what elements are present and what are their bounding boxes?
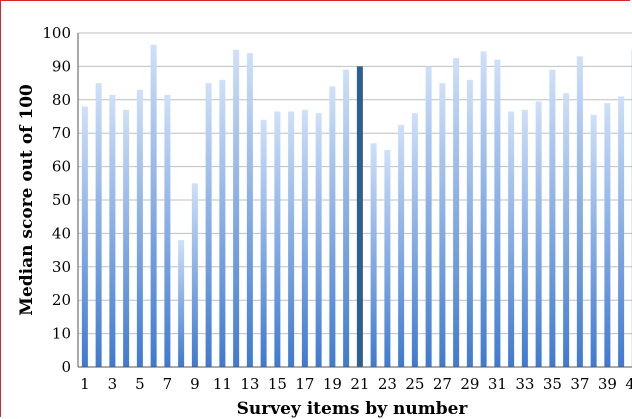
bar-item-19: [329, 86, 336, 367]
y-tick-label: 60: [52, 158, 71, 176]
x-tick-label: 23: [378, 375, 397, 393]
x-tick-label: 35: [543, 375, 562, 393]
y-tick-label: 70: [52, 124, 71, 142]
y-axis-title: Median score out of 100: [17, 84, 37, 316]
bar-item-28: [453, 58, 460, 368]
bar-item-9: [191, 183, 198, 367]
bar-item-16: [288, 111, 295, 368]
y-tick-label: 30: [52, 258, 71, 276]
bar-item-6: [150, 44, 157, 367]
bar-item-34: [535, 101, 542, 367]
y-tick-label: 80: [52, 91, 71, 109]
bar-item-13: [246, 53, 253, 367]
x-tick-label: 41: [625, 375, 632, 393]
x-tick-label: 31: [488, 375, 507, 393]
x-tick-label: 21: [350, 375, 369, 393]
y-tick-label: 50: [52, 191, 71, 209]
x-tick-label: 1: [80, 375, 90, 393]
bar-item-15: [274, 111, 281, 368]
bar-item-12: [233, 49, 240, 367]
bar-item-10: [205, 83, 212, 367]
bar-item-20: [343, 69, 350, 368]
bar-item-26: [425, 66, 432, 368]
x-tick-label: 37: [570, 375, 589, 393]
bar-item-8: [178, 240, 185, 367]
bar-item-33: [521, 109, 528, 367]
bar-item-37: [576, 56, 583, 367]
bar-item-23: [384, 149, 391, 367]
x-axis-title: Survey items by number: [237, 399, 469, 419]
x-tick-label: 39: [598, 375, 617, 393]
x-tick-label: 25: [405, 375, 424, 393]
y-tick-label: 40: [52, 224, 71, 242]
bar-item-39: [604, 103, 611, 367]
x-tick-label: 3: [108, 375, 118, 393]
bar-item-32: [508, 111, 515, 368]
x-tick-label: 33: [515, 375, 534, 393]
y-tick-label: 90: [52, 57, 71, 75]
x-tick-label: 11: [213, 375, 232, 393]
bars: [81, 44, 632, 368]
y-tick-label: 10: [52, 325, 71, 343]
x-tick-label: 13: [240, 375, 259, 393]
bar-item-5: [136, 89, 143, 367]
bar-item-17: [301, 109, 308, 367]
bar-item-4: [123, 109, 130, 367]
bar-item-2: [95, 83, 102, 367]
y-tick-label: 0: [61, 358, 71, 376]
bar-item-25: [411, 113, 418, 367]
bar-item-22: [370, 143, 377, 367]
bar-item-29: [466, 79, 473, 367]
bar-item-7: [164, 94, 171, 367]
x-tick-label: 19: [323, 375, 342, 393]
bar-item-40: [618, 96, 625, 368]
x-tick-label: 27: [433, 375, 452, 393]
x-tick-labels: 1357911131517192123252729313335373941: [80, 375, 632, 393]
y-tick-label: 100: [42, 24, 71, 42]
x-tick-label: 7: [163, 375, 173, 393]
bar-item-11: [219, 79, 226, 367]
gridlines: [78, 32, 632, 335]
bar-item-35: [549, 69, 556, 368]
bar-item-21: [356, 66, 363, 368]
bar-item-24: [398, 124, 405, 367]
x-tick-label: 29: [460, 375, 479, 393]
bar-item-27: [439, 83, 446, 367]
bar-item-36: [563, 93, 570, 368]
x-tick-label: 9: [190, 375, 200, 393]
y-tick-labels: 0 10 20 30 40 50 60 70 80 90 100: [42, 24, 71, 376]
bar-item-3: [109, 94, 116, 367]
bar-item-30: [480, 51, 487, 368]
bar-item-14: [260, 119, 267, 367]
bar-item-38: [590, 114, 597, 367]
x-tick-label: 15: [268, 375, 287, 393]
bar-item-1: [81, 106, 88, 367]
x-tick-label: 5: [135, 375, 145, 393]
y-tick-label: 20: [52, 291, 71, 309]
x-tick-label: 17: [295, 375, 314, 393]
bar-item-31: [494, 59, 501, 367]
bar-item-18: [315, 113, 322, 367]
